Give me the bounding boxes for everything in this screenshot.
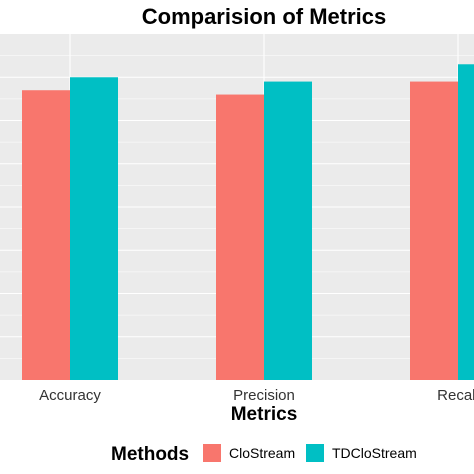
bars <box>22 64 474 381</box>
chart-title: Comparision of Metrics <box>142 4 386 29</box>
legend-label-tdclostream: TDCloStream <box>332 445 417 461</box>
x-tick-label: Recall <box>437 387 474 404</box>
legend-title: Methods <box>111 444 189 465</box>
bar-clostream-recall <box>410 81 458 380</box>
bar-clostream-accuracy <box>22 90 70 380</box>
x-axis-label: Metrics <box>231 404 298 425</box>
bar-tdclostream-accuracy <box>70 77 118 380</box>
x-tick-label: Precision <box>233 387 295 404</box>
legend-key-tdclostream <box>306 444 324 462</box>
x-tick-label: Accuracy <box>39 387 101 404</box>
legend-label-clostream: CloStream <box>229 445 295 461</box>
bar-tdclostream-precision <box>264 81 312 380</box>
bar-tdclostream-recall <box>458 64 474 381</box>
x-tick-labels: Accuracy Precision Recall <box>39 387 474 404</box>
bar-clostream-precision <box>216 94 264 381</box>
legend: Methods CloStream TDCloStream <box>111 444 417 465</box>
legend-key-clostream <box>203 444 221 462</box>
